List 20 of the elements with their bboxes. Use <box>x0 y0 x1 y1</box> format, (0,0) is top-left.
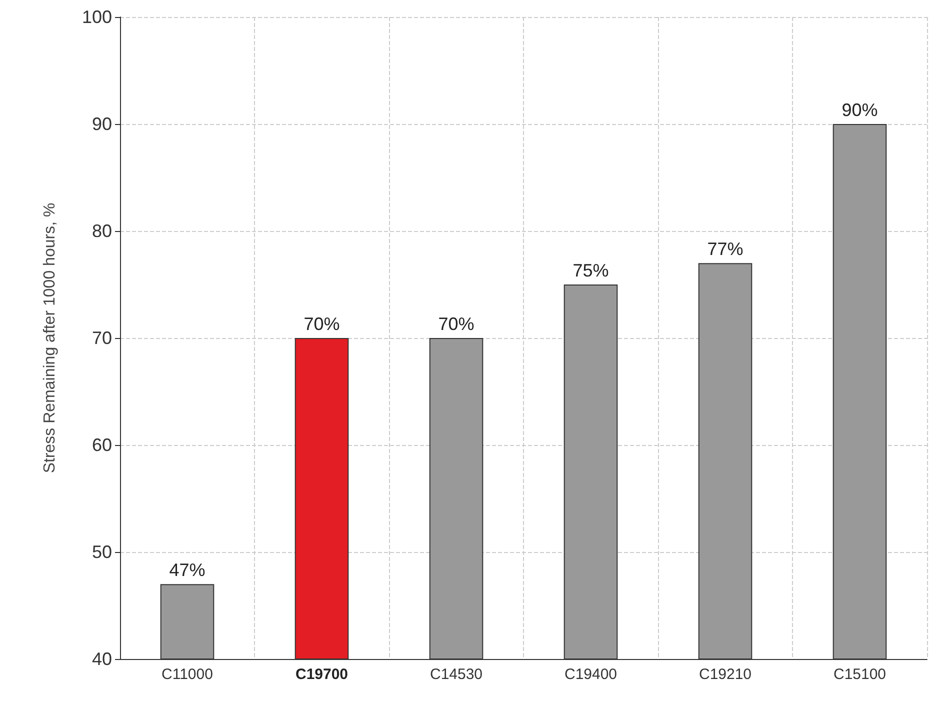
x-tick-label: C11000 <box>162 666 213 683</box>
data-label: 90% <box>842 100 878 120</box>
data-label: 70% <box>438 314 474 334</box>
y-tick-label: 70 <box>92 328 112 348</box>
y-axis-title: Stress Remaining after 1000 hours, % <box>42 202 58 474</box>
y-tick-label: 90 <box>92 114 112 134</box>
y-tick-label: 60 <box>92 435 112 455</box>
y-tick-label: 50 <box>92 542 112 562</box>
y-tick-label: 40 <box>92 649 112 669</box>
x-tick-label: C19400 <box>564 666 618 683</box>
data-label: 47% <box>169 560 206 580</box>
y-tick-label: 80 <box>92 221 112 241</box>
data-label: 75% <box>572 260 609 280</box>
x-tick-label: C15100 <box>833 666 886 683</box>
x-tick-label: C14530 <box>430 666 483 683</box>
data-label: 77% <box>707 239 744 260</box>
x-tick-label: C19210 <box>698 666 752 683</box>
data-label: 70% <box>304 314 340 334</box>
y-tick-label: 100 <box>82 7 112 27</box>
x-tick-label: C19700 <box>295 666 348 683</box>
